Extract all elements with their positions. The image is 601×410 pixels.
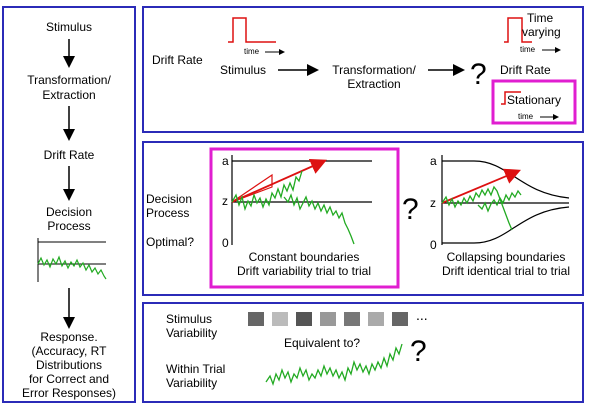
right-caption-line2: Drift identical trial to trial	[442, 264, 570, 278]
flow-stimulus: Stimulus	[46, 20, 92, 34]
left-axis-0: 0	[222, 236, 229, 250]
right-axis-z: z	[430, 196, 436, 210]
stimulus-swatch	[320, 312, 336, 326]
time-varying-pulse	[504, 17, 532, 43]
flow-transformation-line1: Transformation/	[27, 73, 111, 87]
mid-question: ?	[402, 193, 419, 226]
left-axis-a: a	[222, 154, 229, 168]
top-drift-rate-label: Drift Rate	[152, 53, 203, 67]
constant-boundaries-highlight	[209, 147, 400, 289]
right-caption-line1: Collapsing boundaries	[447, 250, 566, 264]
drift-rate-panel: Drift Rate time Stimulus Transformation/…	[142, 6, 584, 133]
flow-response-line4: for Correct and	[29, 372, 109, 386]
collapsing-boundaries-plot: a z 0 Collapsing boundaries Drift identi…	[430, 154, 570, 278]
flow-diagram: Stimulus Transformation/ Extraction Drif…	[22, 20, 116, 400]
flow-transformation-line2: Extraction	[42, 88, 95, 102]
decision-process-diagram: Decision Process Optimal? a z 0 Constant…	[146, 147, 570, 289]
flow-response-line3: Distributions	[36, 358, 102, 372]
top-transformation-line1: Transformation/	[332, 63, 416, 77]
stimulus-swatch	[368, 312, 384, 326]
top-time-label: time	[244, 47, 260, 56]
within-trial-line2: Variability	[166, 376, 217, 390]
top-drift-rate-right: Drift Rate	[500, 63, 551, 77]
mid-decision-line1: Decision	[146, 192, 192, 206]
stimulus-swatches	[248, 312, 408, 326]
flow-decision-line2: Process	[47, 219, 90, 233]
flow-response-line1: Response.	[40, 330, 97, 344]
within-trial-line1: Within Trial	[166, 362, 225, 376]
stimulus-swatch	[248, 312, 264, 326]
left-caption-line1: Constant boundaries	[249, 250, 360, 264]
variability-diagram: Stimulus Variability ... Equivalent to? …	[166, 307, 428, 390]
mid-optimal: Optimal?	[146, 235, 194, 249]
stimulus-swatch	[296, 312, 312, 326]
stationary-time-label: time	[518, 112, 534, 121]
stimulus-swatch	[272, 312, 288, 326]
flow-decision-line1: Decision	[46, 205, 92, 219]
flow-thumbnail-plot	[37, 238, 107, 282]
flow-response-line2: (Accuracy, RT	[32, 344, 108, 358]
stimulus-variability-line1: Stimulus	[166, 312, 212, 326]
drift-arrow-right	[441, 168, 521, 204]
stimulus-pulse	[228, 17, 276, 43]
mid-decision-line2: Process	[146, 206, 189, 220]
stationary-box	[491, 79, 577, 125]
top-time-label-right: time	[520, 45, 536, 54]
flow-drift-rate: Drift Rate	[44, 148, 95, 162]
top-stimulus: Stimulus	[220, 63, 266, 77]
right-axis-0: 0	[430, 238, 437, 252]
top-question: ?	[470, 58, 487, 91]
drift-rate-diagram: Drift Rate time Stimulus Transformation/…	[152, 11, 577, 125]
drift-arrow-left	[231, 158, 327, 203]
variability-panel: Stimulus Variability ... Equivalent to? …	[142, 302, 584, 403]
bottom-ellipsis: ...	[416, 307, 428, 323]
top-transformation-line2: Extraction	[347, 77, 400, 91]
flow-panel: Stimulus Transformation/ Extraction Drif…	[2, 6, 136, 403]
stimulus-swatch	[392, 312, 408, 326]
constant-boundaries-plot: a z 0 Constant boundaries Drift variabil…	[222, 154, 372, 278]
stationary-step	[501, 91, 521, 105]
bottom-question: ?	[410, 335, 427, 368]
decision-process-panel: Decision Process Optimal? a z 0 Constant…	[142, 141, 584, 296]
left-axis-z: z	[222, 194, 228, 208]
stimulus-swatch	[344, 312, 360, 326]
flow-response-line5: Error Responses)	[22, 386, 116, 400]
stimulus-variability-line2: Variability	[166, 326, 217, 340]
equivalent-label: Equivalent to?	[284, 336, 360, 350]
stationary-label: Stationary	[507, 93, 561, 107]
time-varying-line1: Time	[527, 11, 554, 25]
time-varying-line2: varying	[522, 25, 561, 39]
right-axis-a: a	[430, 154, 437, 168]
within-trial-trace	[265, 343, 403, 387]
left-caption-line2: Drift variability trial to trial	[237, 264, 371, 278]
